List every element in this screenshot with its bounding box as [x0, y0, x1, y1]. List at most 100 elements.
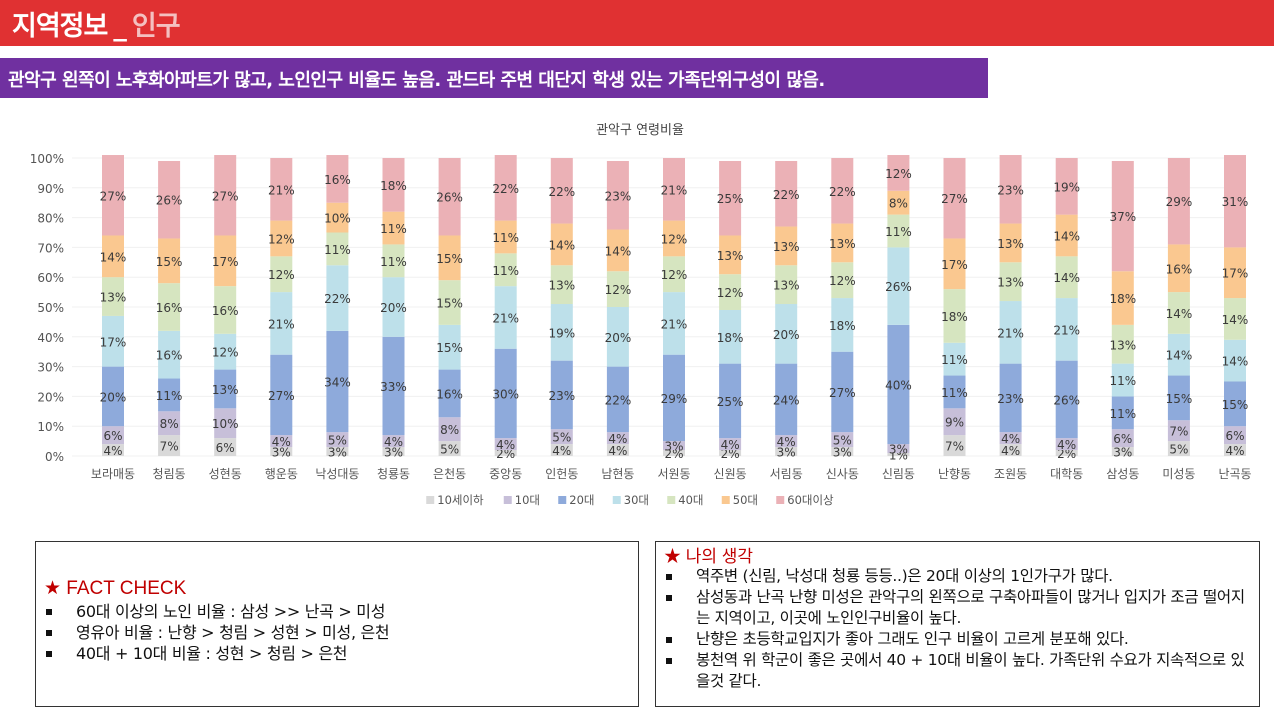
fact-check-title: ★ FACT CHECK [44, 578, 187, 599]
data-label: 14% [1166, 349, 1193, 363]
data-label: 26% [156, 194, 183, 208]
data-label: 16% [1166, 262, 1193, 276]
bar-segment [158, 411, 181, 436]
bar-segment [382, 244, 405, 278]
legend-label: 30대 [624, 493, 649, 507]
bar-segment [1111, 447, 1134, 456]
x-tick-label: 신사동 [826, 467, 859, 481]
fact-check-box: ★ FACT CHECK 60대 이상의 노인 비율 : 삼성 >> 난곡 > … [35, 541, 639, 707]
bar-segment [382, 158, 405, 212]
data-label: 13% [773, 279, 800, 293]
bar-segment [943, 238, 966, 290]
bar-segment [719, 438, 742, 451]
data-label: 22% [492, 182, 519, 196]
data-label: 4% [103, 444, 122, 458]
data-label: 3% [328, 446, 347, 460]
bar-segment [326, 265, 349, 331]
bar-segment [663, 354, 685, 442]
bar-segment [158, 330, 181, 379]
bar-segment [214, 235, 237, 287]
bar-segment [326, 202, 349, 233]
data-label: 15% [436, 341, 463, 355]
data-label: 13% [100, 291, 127, 305]
bar-segment [775, 435, 798, 448]
bar-segment [382, 336, 405, 436]
data-label: 23% [605, 189, 632, 203]
bar-segment [943, 289, 966, 343]
data-label: 11% [1109, 374, 1136, 388]
legend-swatch [426, 496, 435, 504]
legend-swatch [721, 496, 730, 504]
data-label: 8% [440, 423, 459, 437]
bar-segment [943, 342, 966, 376]
data-label: 29% [661, 392, 688, 406]
x-tick-label: 삼성동 [1106, 467, 1139, 481]
bar-segment [719, 450, 742, 456]
bar-segment [438, 441, 461, 456]
x-tick-label: 조원동 [994, 467, 1027, 481]
bar-segment [999, 432, 1022, 445]
legend-swatch [667, 496, 676, 504]
legend-swatch [776, 496, 785, 504]
y-tick-label: 40% [37, 331, 64, 345]
data-label: 12% [661, 268, 688, 282]
data-label: 14% [1222, 355, 1249, 369]
bar-segment [550, 265, 573, 305]
data-label: 7% [945, 440, 964, 454]
data-label: 21% [492, 311, 519, 325]
y-tick-label: 20% [37, 390, 64, 404]
bar-segment [1224, 155, 1246, 248]
data-label: 5% [328, 434, 347, 448]
bar-segment [438, 280, 461, 325]
x-tick-label: 난곡동 [1218, 467, 1251, 481]
data-label: 29% [1166, 195, 1193, 209]
x-tick-label: 청룡동 [377, 467, 410, 481]
data-label: 30% [492, 387, 519, 401]
data-label: 15% [1222, 398, 1249, 412]
bar-segment [102, 366, 124, 427]
bar-segment [1111, 324, 1134, 364]
data-label: 13% [548, 279, 575, 293]
data-label: 13% [717, 249, 744, 263]
data-label: 22% [829, 185, 856, 199]
data-label: 2% [1057, 447, 1076, 461]
data-label: 11% [380, 255, 407, 269]
header-divider [0, 46, 1274, 50]
data-label: 23% [548, 389, 575, 403]
bar-segment [438, 235, 461, 281]
data-label: 12% [661, 232, 688, 246]
y-tick-label: 30% [37, 361, 64, 375]
bar-segment [1224, 247, 1246, 299]
bar-segment [1055, 214, 1078, 257]
data-label: 4% [777, 435, 796, 449]
legend-label: 20대 [569, 493, 594, 507]
bar-segment [214, 408, 237, 439]
bar-segment [831, 351, 854, 433]
bar-segment [663, 450, 685, 456]
data-label: 12% [268, 232, 295, 246]
data-label: 15% [156, 255, 183, 269]
bar-segment [606, 432, 629, 445]
bar-segment [775, 265, 798, 305]
bar-segment [1224, 298, 1246, 340]
my-thoughts-box: ★ 나의 생각 역주변 (신림, 낙성대 청룡 등등..)은 20대 이상의 1… [655, 541, 1260, 707]
bar-segment [1055, 256, 1078, 299]
data-label: 11% [492, 264, 519, 278]
data-label: 16% [212, 304, 239, 318]
data-label: 14% [548, 238, 575, 252]
bar-segment [550, 304, 573, 361]
bar-segment [1055, 360, 1078, 439]
my-thoughts-item: 삼성동과 난곡 난향 미성은 관악구의 왼쪽으로 구축아파들이 많거나 입지가 … [664, 587, 1254, 629]
bar-segment [102, 155, 124, 236]
data-label: 6% [103, 429, 122, 443]
bar-segment [550, 223, 573, 266]
data-label: 4% [608, 432, 627, 446]
bar-segment [1167, 333, 1190, 376]
bar-segment [887, 324, 910, 445]
data-label: 16% [156, 301, 183, 315]
x-tick-label: 서원동 [657, 467, 690, 481]
bar-segment [999, 444, 1022, 456]
data-label: 2% [721, 447, 740, 461]
bar-segment [999, 262, 1022, 302]
bar-segment [887, 453, 910, 456]
